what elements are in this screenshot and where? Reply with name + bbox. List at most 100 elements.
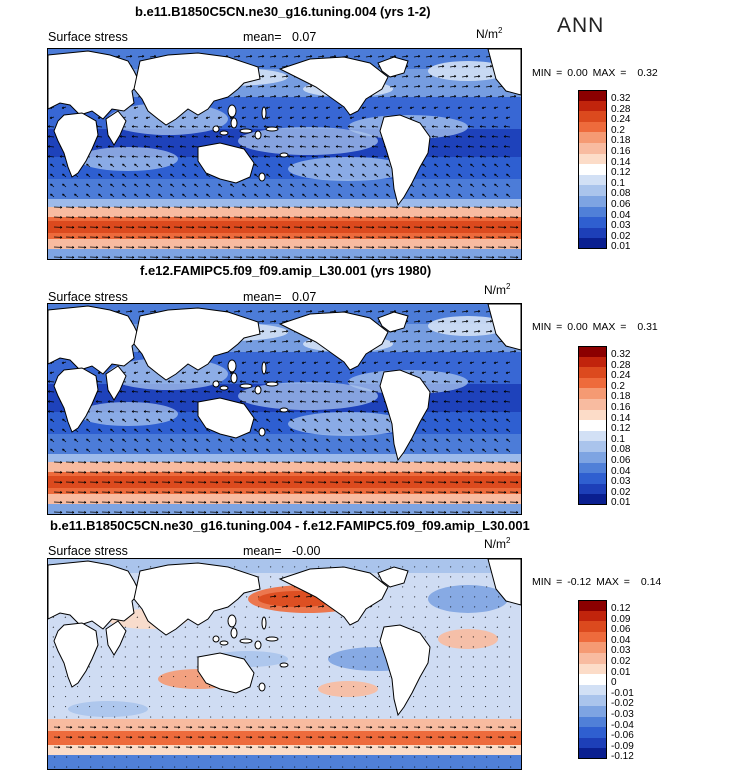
colorbar-swatch <box>578 653 607 665</box>
panel-3-map <box>47 558 522 770</box>
colorbar-swatch <box>578 674 607 686</box>
colorbar-label: 0.12 <box>611 603 631 614</box>
panel-3-unit-base: N/m <box>484 537 506 551</box>
panel-2-variable: Surface stress <box>48 290 128 304</box>
panel-2-unit-exp: 2 <box>506 282 511 291</box>
colorbar-swatch <box>578 452 607 464</box>
colorbar-label: 0.32 <box>611 349 631 360</box>
colorbar-label: -0.02 <box>611 698 634 710</box>
colorbar-label: -0.04 <box>611 719 634 731</box>
panel-1-title: b.e11.B1850C5CN.ne30_g16.tuning.004 (yrs… <box>135 4 431 19</box>
colorbar-swatch <box>578 462 607 474</box>
colorbar-label: 0.12 <box>611 167 631 179</box>
colorbar-label: 0.2 <box>611 380 625 392</box>
panel-1-unit: N/m2 <box>476 26 502 41</box>
colorbar-swatch <box>578 164 607 176</box>
colorbar-label: 0.1 <box>611 433 625 445</box>
colorbar-label: 0.01 <box>611 666 631 678</box>
panel-3-min-value: -0.12 <box>567 576 592 588</box>
panel-2-title: f.e12.FAMIPC5.f09_f09.amip_L30.001 (yrs … <box>140 263 432 278</box>
panel-3-title: b.e11.B1850C5CN.ne30_g16.tuning.004 - f.… <box>50 518 530 533</box>
panel-2-map <box>47 303 522 515</box>
colorbar-label: 0.08 <box>611 188 631 200</box>
panel-3-mean-value: -0.00 <box>292 544 321 558</box>
colorbar-swatch <box>578 473 607 485</box>
colorbar-label: 0.08 <box>611 444 631 456</box>
panel-2-max-label: MAX = <box>592 321 627 333</box>
panel-2-unit-base: N/m <box>484 283 506 297</box>
panel-1-min-value: 0.00 <box>567 67 588 79</box>
colorbar-swatch <box>578 420 607 432</box>
colorbar-swatch <box>578 399 607 411</box>
colorbar-label: 0.18 <box>611 135 631 147</box>
colorbar-swatch <box>578 716 607 728</box>
colorbar-label: 0.02 <box>611 230 631 242</box>
panel-1-max-value: 0.32 <box>637 67 658 79</box>
panel-2-max-value: 0.31 <box>637 321 658 333</box>
colorbar-swatch <box>578 132 607 144</box>
colorbar-swatch <box>578 663 607 675</box>
colorbar-label: 0 <box>611 677 617 689</box>
colorbar-swatch <box>578 367 607 379</box>
colorbar-swatch <box>578 217 607 229</box>
colorbar-label: 0.2 <box>611 124 625 136</box>
panel-2-colorbar: 0.32 0.28 0.24 0.2 0.18 0.16 0.14 0.12 0.1 0.08 0.… <box>578 346 658 509</box>
panel-1-minmax: MIN = 0.00 MAX = 0.32 <box>532 67 658 79</box>
panel-3-variable: Surface stress <box>48 544 128 558</box>
colorbar-label: 0.03 <box>611 645 631 657</box>
colorbar-label: 0.03 <box>611 476 631 488</box>
panel-1-unit-exp: 2 <box>498 26 503 35</box>
panel-3-minmax: MIN = -0.12 MAX = 0.14 <box>532 576 661 588</box>
panel-3-unit: N/m2 <box>484 536 510 551</box>
panel-2-unit: N/m2 <box>484 282 510 297</box>
colorbar-swatch <box>578 706 607 718</box>
colorbar-label: 0.09 <box>611 613 631 625</box>
colorbar-label: 0.06 <box>611 199 631 210</box>
colorbar-swatch <box>578 185 607 197</box>
colorbar-label: 0.06 <box>611 455 631 466</box>
colorbar-label: 0.24 <box>611 114 631 126</box>
panel-1-min-label: MIN = <box>532 67 563 79</box>
panel-1-colorbar: 0.32 0.28 0.24 0.2 0.18 0.16 0.14 0.12 0.1 0.08 0.… <box>578 90 658 252</box>
colorbar-swatch <box>578 600 607 612</box>
colorbar-swatch <box>578 227 607 239</box>
colorbar-swatch <box>578 206 607 218</box>
panel-3-colorbar: 0.12 0.09 0.06 0.04 0.03 0.02 0.01 0 -0.01 -0.02-… <box>578 600 658 762</box>
panel-3-mean-label: mean= <box>243 544 282 558</box>
colorbar-swatch <box>578 196 607 208</box>
colorbar-swatch <box>578 430 607 442</box>
season-label: ANN <box>557 14 605 37</box>
colorbar-label: -0.03 <box>611 709 634 720</box>
colorbar-label: 0.04 <box>611 209 631 221</box>
panel-2-min-label: MIN = <box>532 321 563 333</box>
colorbar-swatch <box>578 388 607 400</box>
panel-1-mean: mean= 0.07 <box>243 30 316 44</box>
colorbar-label: 0.06 <box>611 624 631 636</box>
colorbar-label: 0.01 <box>611 497 631 509</box>
panel-1-mean-value: 0.07 <box>292 30 317 44</box>
colorbar-swatch <box>578 610 607 622</box>
panel-1-unit-base: N/m <box>476 27 498 41</box>
panel-2-mean-value: 0.07 <box>292 290 317 304</box>
panel-2-minmax: MIN = 0.00 MAX = 0.31 <box>532 321 658 333</box>
panel-1-max-label: MAX = <box>592 67 627 79</box>
colorbar-swatch <box>578 642 607 654</box>
colorbar-label: -0.01 <box>611 687 634 699</box>
colorbar-label: 0.28 <box>611 359 631 371</box>
panel-3-unit-exp: 2 <box>506 536 511 545</box>
colorbar-swatch <box>578 727 607 739</box>
panel-3-max-label: MAX = <box>596 576 630 588</box>
colorbar-label: 0.14 <box>611 412 631 424</box>
colorbar-label: 0.04 <box>611 465 631 477</box>
colorbar-label: 0.02 <box>611 656 631 667</box>
colorbar-swatch <box>578 121 607 133</box>
panel-1-mean-label: mean= <box>243 30 282 44</box>
panel-2-mean: mean= 0.07 <box>243 290 316 304</box>
colorbar-swatch <box>578 153 607 165</box>
colorbar-label: 0.24 <box>611 370 631 382</box>
colorbar-swatch <box>578 238 607 250</box>
colorbar-label: 0.02 <box>611 486 631 498</box>
colorbar-swatch <box>578 90 607 102</box>
colorbar-swatch <box>578 483 607 495</box>
colorbar-swatch <box>578 143 607 155</box>
